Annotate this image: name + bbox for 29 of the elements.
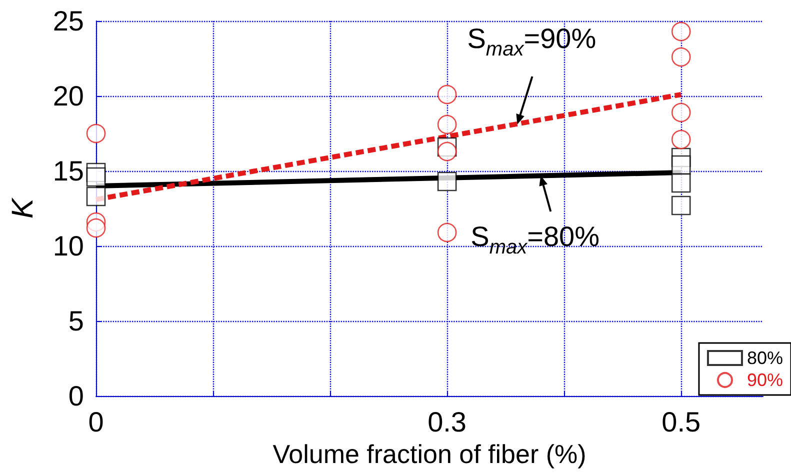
x-tick-label: 0.3 xyxy=(428,406,467,438)
point xyxy=(671,155,691,175)
y-tick-label: 0 xyxy=(68,380,84,412)
point xyxy=(671,102,691,122)
y-tick-label: 5 xyxy=(68,306,84,336)
point xyxy=(437,222,457,242)
point xyxy=(86,218,106,238)
point xyxy=(437,84,457,104)
point xyxy=(86,124,106,144)
y-axis-title: K xyxy=(6,196,40,219)
x-tick-label: 0 xyxy=(88,406,104,438)
y-tick-label: 25 xyxy=(52,6,84,36)
point xyxy=(671,47,691,67)
y-tick-label: 10 xyxy=(52,230,84,262)
point xyxy=(437,114,457,134)
x-axis-title: Volume fraction of fiber (%) xyxy=(272,438,586,469)
point xyxy=(437,172,457,192)
legend-label: 90% xyxy=(746,370,784,390)
x-tick-label: 0.5 xyxy=(662,406,701,438)
point xyxy=(86,186,106,206)
point xyxy=(671,173,691,193)
y-tick-label: 20 xyxy=(52,80,84,112)
point xyxy=(671,196,691,216)
y-tick-label: 15 xyxy=(52,156,84,186)
legend-label: 80% xyxy=(746,348,784,368)
point xyxy=(86,167,106,187)
point xyxy=(671,130,691,150)
point xyxy=(671,22,691,42)
point xyxy=(437,142,457,162)
